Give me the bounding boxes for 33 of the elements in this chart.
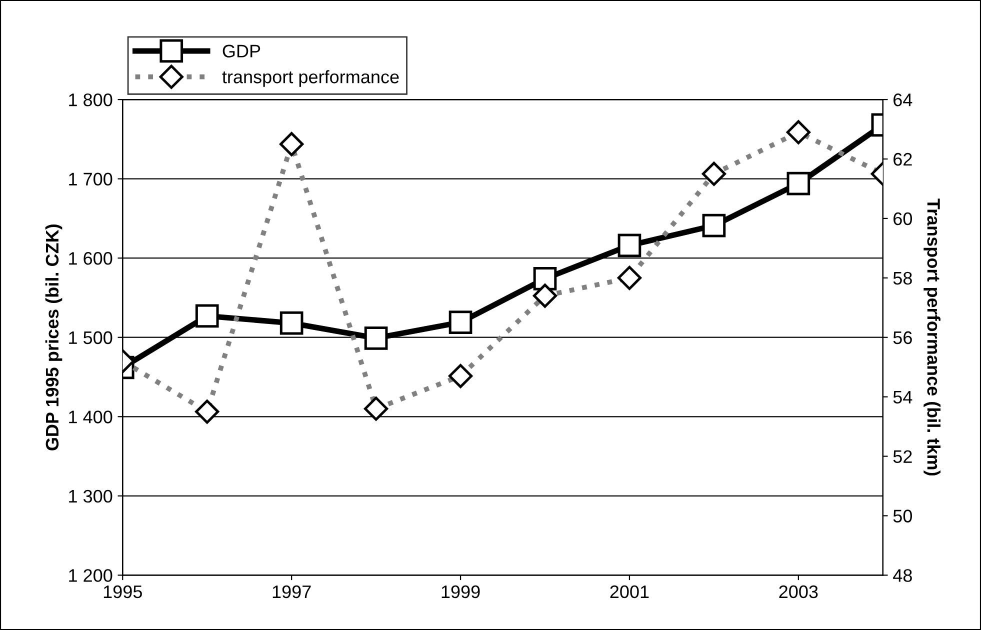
y2-axis-title: Transport performance (bil. tkm) (924, 198, 940, 476)
y-tick-label: 1 500 (69, 331, 112, 344)
y2-tick-label: 56 (893, 331, 912, 344)
y2-tick-label: 64 (894, 93, 912, 106)
point (448, 310, 472, 334)
y2-tick-label: 50 (893, 510, 912, 522)
y-tick-label: 1 300 (69, 490, 112, 503)
y-tick-label: 1 200 (69, 569, 112, 582)
y2-tick-label: 48 (893, 569, 912, 582)
point (702, 214, 726, 238)
x-tick-label: 2001 (610, 585, 649, 598)
x-tick-label: 1999 (442, 585, 480, 598)
x-tick-label: 1995 (104, 585, 142, 598)
point (195, 304, 219, 328)
x-tick-label: 1997 (272, 585, 311, 598)
y-tick-label: 1 700 (69, 172, 112, 186)
y-tick-label: 1 400 (69, 410, 112, 424)
x-tick-label: 2003 (779, 585, 818, 598)
point (786, 172, 810, 196)
point (618, 234, 642, 258)
legend-label: GDP (222, 44, 260, 58)
point (280, 311, 304, 335)
y-axis-title: GDP 1995 prices (bil. CZK) (45, 224, 62, 450)
y2-tick-label: 54 (893, 390, 912, 404)
y2-tick-label: 62 (894, 152, 912, 166)
point (364, 326, 388, 350)
y-tick-label: 1 800 (69, 93, 112, 106)
y2-tick-label: 58 (893, 272, 912, 285)
y2-tick-label: 60 (894, 212, 912, 226)
y-tick-label: 1 600 (69, 252, 112, 265)
y2-tick-label: 52 (893, 450, 912, 463)
legend-label: transport performance (222, 70, 399, 87)
point (533, 267, 557, 290)
